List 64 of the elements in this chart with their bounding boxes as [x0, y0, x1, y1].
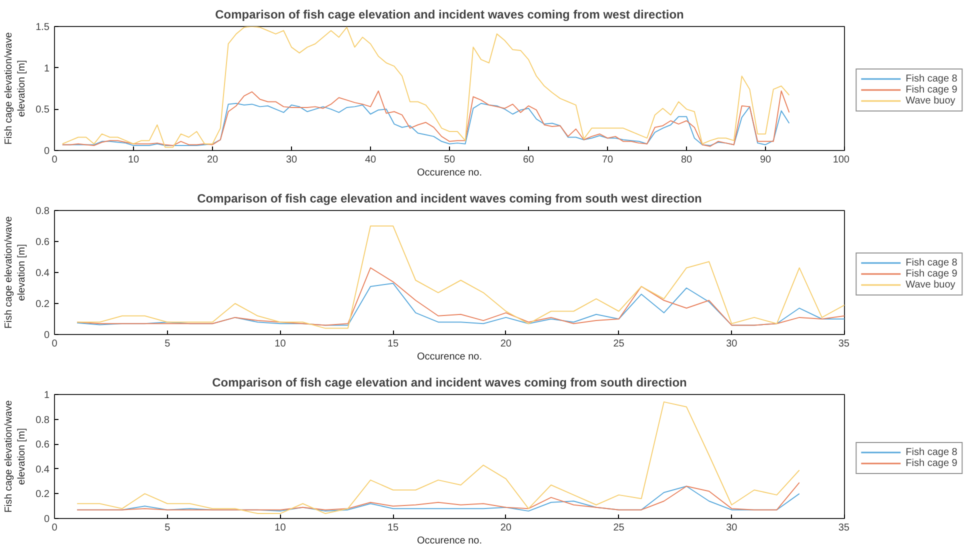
x-tick-label: 100 — [832, 154, 850, 166]
x-tick-label: 40 — [364, 154, 376, 166]
x-tick-label: 0 — [52, 338, 58, 350]
legend-label: Fish cage 8 — [906, 446, 958, 458]
x-tick-label: 25 — [613, 522, 625, 534]
chart-title: Comparison of fish cage elevation and incident waves coming from south direction — [212, 376, 687, 390]
legend-label: Fish cage 8 — [906, 73, 958, 84]
line-series — [76, 267, 844, 326]
y-tick-label: 0.4 — [36, 268, 50, 279]
x-tick-label: 80 — [680, 154, 692, 166]
x-tick-label: 90 — [760, 154, 772, 166]
y-tick-label: 0.2 — [36, 299, 50, 310]
y-tick-label: 0.5 — [36, 104, 50, 116]
y-tick-label: 0.6 — [36, 237, 50, 248]
legend-label: Wave buoy — [906, 95, 956, 106]
x-tick-label: 35 — [838, 338, 850, 350]
legend-label: Wave buoy — [906, 279, 956, 290]
x-axis-title: Occurence no. — [416, 536, 482, 546]
x-tick-label: 60 — [522, 154, 534, 166]
chart-title: Comparison of fish cage elevation and incident waves coming from west direction — [215, 8, 684, 22]
y-axis-title: Fish cage elevation/wave elevation [m] — [3, 400, 28, 513]
y-tick-label: 1 — [44, 63, 50, 74]
x-tick-label: 25 — [613, 338, 625, 350]
y-tick-label: 1.5 — [36, 22, 50, 33]
legend-label: Fish cage 9 — [906, 458, 958, 468]
x-axis-title: Occurence no. — [416, 168, 482, 178]
x-tick-label: 20 — [500, 522, 512, 534]
y-tick-label: 0.6 — [36, 440, 50, 451]
x-tick-label: 70 — [602, 154, 614, 166]
x-tick-label: 15 — [388, 338, 400, 350]
y-tick-label: 0.2 — [36, 489, 50, 500]
x-tick-label: 10 — [128, 154, 140, 166]
y-tick-label: 0 — [44, 146, 50, 157]
y-axis-title: Fish cage elevation/wave elevation [m] — [3, 32, 28, 145]
x-tick-label: 30 — [726, 338, 738, 350]
x-tick-label: 5 — [164, 338, 171, 350]
legend-label: Fish cage 9 — [906, 268, 958, 279]
y-tick-label: 0.8 — [36, 206, 50, 217]
x-axis-title: Occurence no. — [416, 352, 482, 362]
y-axis-title: Fish cage elevation/wave elevation [m] — [3, 216, 28, 329]
legend-label: Fish cage 9 — [906, 84, 958, 95]
line-series — [76, 401, 800, 514]
x-tick-label: 15 — [388, 522, 400, 534]
x-tick-label: 20 — [500, 338, 512, 350]
x-tick-label: 0 — [52, 154, 58, 166]
x-tick-label: 30 — [726, 522, 738, 534]
y-tick-label: 0.4 — [36, 464, 50, 476]
x-tick-label: 50 — [444, 154, 456, 166]
x-tick-label: 35 — [838, 522, 850, 534]
chart-title: Comparison of fish cage elevation and incident waves coming from south west direction — [197, 192, 702, 206]
y-tick-label: 0 — [44, 514, 50, 525]
y-tick-label: 0.8 — [36, 414, 50, 426]
x-tick-label: 5 — [164, 522, 171, 534]
x-tick-label: 30 — [286, 154, 298, 166]
x-tick-label: 10 — [274, 522, 286, 534]
line-series — [62, 26, 790, 148]
y-tick-label: 0 — [44, 330, 50, 341]
x-tick-label: 20 — [206, 154, 218, 166]
legend-label: Fish cage 8 — [906, 257, 958, 268]
x-tick-label: 10 — [274, 338, 286, 350]
line-series — [76, 226, 844, 329]
y-tick-label: 1 — [44, 390, 50, 401]
x-tick-label: 0 — [52, 522, 58, 534]
line-series — [62, 90, 790, 147]
